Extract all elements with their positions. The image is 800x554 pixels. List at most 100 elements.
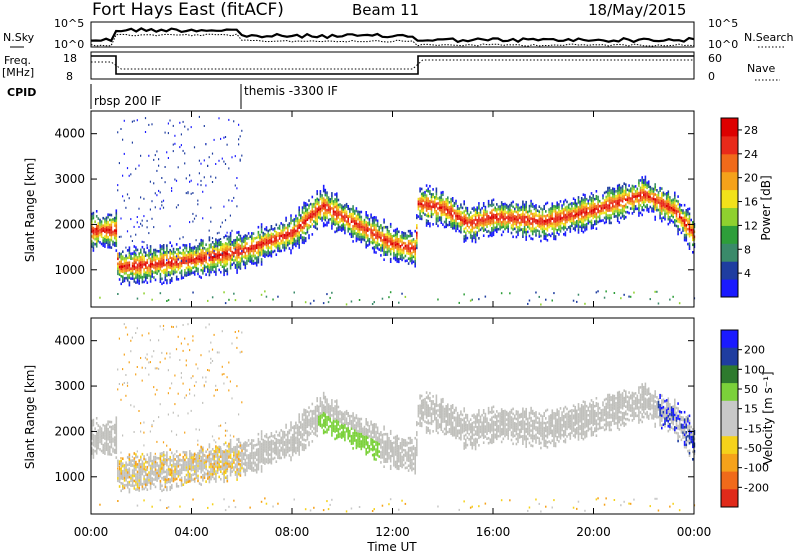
power-cell (505, 206, 508, 209)
power-cell (665, 204, 668, 208)
power-cell (625, 185, 627, 189)
power-cell (424, 203, 426, 206)
power-cell (207, 252, 209, 255)
velocity-cell (198, 462, 201, 465)
power-cell (213, 260, 216, 264)
power-cell (411, 244, 413, 247)
power-cell (251, 259, 253, 263)
power-cell (229, 254, 232, 257)
power-cell (149, 267, 152, 271)
velocity-cell (184, 458, 186, 462)
power-cell (224, 254, 227, 258)
power-cell (466, 206, 469, 210)
velocity-cell (154, 463, 157, 466)
power-cell (293, 233, 296, 236)
velocity-cell (156, 367, 158, 370)
velocity-cell (115, 418, 118, 422)
power-cell (309, 225, 312, 228)
power-cell (117, 257, 119, 261)
power-cell (665, 194, 668, 198)
power-cell (190, 256, 193, 260)
velocity-cell (166, 471, 168, 474)
power-cell (458, 301, 460, 304)
power-cell (514, 220, 516, 223)
power-cell (628, 184, 630, 187)
power-cell (355, 219, 358, 223)
power-cell (639, 196, 642, 200)
power-cell (133, 255, 136, 258)
power-cell (322, 184, 325, 188)
power-cell (486, 210, 488, 213)
power-cell (332, 207, 335, 211)
power-cell (352, 217, 354, 221)
power-cell (255, 236, 258, 240)
power-cell (370, 213, 372, 217)
power-cell (447, 203, 449, 207)
power-cell (678, 220, 681, 224)
power-cell (474, 225, 477, 229)
power-cell (216, 256, 219, 260)
power-cell (287, 226, 289, 229)
power-cell (561, 209, 563, 212)
power-cell (249, 299, 251, 302)
power-cell (146, 271, 149, 274)
velocity-cell (154, 478, 157, 481)
power-colorbar-tick-label: 28 (744, 124, 758, 137)
power-cell (169, 263, 171, 267)
power-cell (148, 154, 150, 157)
power-cell (91, 227, 93, 231)
power-cell (574, 206, 576, 209)
power-cell (169, 249, 171, 251)
power-cell (358, 225, 361, 229)
power-cell (451, 222, 454, 225)
power-cell (156, 262, 158, 265)
power-cell (468, 216, 470, 219)
power-cell (510, 214, 513, 217)
power-cell (598, 209, 601, 213)
power-cell (110, 246, 113, 249)
power-cell (499, 222, 501, 226)
velocity-cell (112, 427, 114, 431)
power-cell (198, 255, 201, 258)
power-cell (677, 217, 679, 221)
power-cell (270, 250, 273, 253)
velocity-cell (180, 479, 183, 482)
power-cell (665, 207, 668, 210)
velocity-cell (161, 484, 163, 488)
velocity-cell (133, 472, 136, 475)
power-cell (589, 215, 591, 219)
power-cell (527, 230, 529, 234)
power-cell (363, 233, 366, 237)
velocity-cell (207, 457, 209, 460)
power-cell (685, 239, 688, 242)
power-cell (504, 217, 506, 221)
power-cell (445, 203, 447, 206)
power-cell (530, 212, 532, 215)
power-cell (427, 222, 429, 225)
power-cell (561, 219, 563, 222)
velocity-cell (177, 475, 180, 478)
power-cell (396, 242, 398, 246)
power-cell (185, 177, 187, 180)
power-cell (460, 213, 462, 216)
power-cell (473, 231, 475, 235)
velocity-cell (144, 356, 147, 359)
power-cell (166, 274, 168, 277)
power-cell (153, 258, 155, 262)
power-cell (362, 238, 364, 241)
power-cell (661, 192, 663, 195)
power-cell (613, 210, 616, 213)
power-cell (491, 204, 493, 208)
power-cell (189, 248, 191, 251)
power-cell (582, 205, 585, 209)
power-cell (412, 255, 415, 259)
power-cell (380, 249, 382, 252)
power-cell (479, 218, 482, 222)
power-cell (122, 270, 124, 273)
power-cell (527, 302, 529, 305)
power-cell (92, 244, 95, 247)
power-cell (159, 207, 161, 210)
power-cell (388, 240, 390, 243)
velocity-cell (141, 334, 143, 337)
power-cell (311, 215, 314, 219)
